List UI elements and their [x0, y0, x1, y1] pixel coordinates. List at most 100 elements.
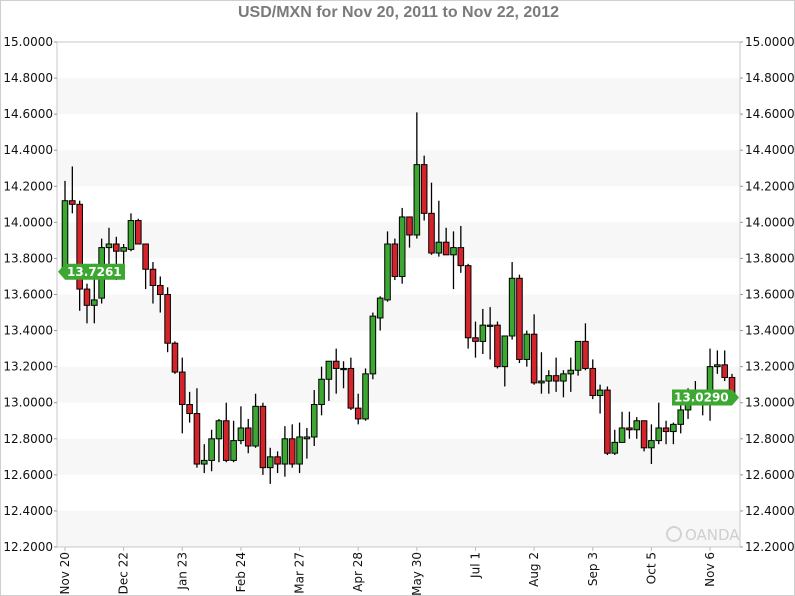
- grid-band: [57, 222, 740, 259]
- candle: [398, 207, 406, 284]
- candle: [472, 321, 479, 358]
- candle-body-down: [626, 427, 633, 431]
- candle-body-down: [428, 212, 435, 254]
- y-tick-label-left: 12.8000: [3, 432, 53, 446]
- candle-body-up: [501, 335, 509, 368]
- candle-body-down: [582, 340, 589, 369]
- y-tick-label-right: 14.8000: [745, 71, 795, 85]
- candle: [186, 391, 193, 423]
- candle-body-down: [464, 265, 472, 339]
- grid-band: [57, 150, 740, 187]
- y-tick-label-left: 13.6000: [3, 288, 53, 302]
- candle: [318, 366, 325, 416]
- candle: [391, 238, 399, 281]
- y-tick-label-right: 12.8000: [745, 432, 795, 446]
- candle: [721, 350, 729, 382]
- candle: [655, 402, 663, 445]
- candle-body-down: [222, 420, 230, 461]
- candle: [464, 263, 472, 349]
- candle: [76, 200, 83, 311]
- candle-body-up: [648, 440, 655, 449]
- candle: [640, 420, 648, 452]
- candle: [362, 368, 369, 421]
- candle-body-down: [662, 427, 670, 433]
- x-tick-label: Apr 28: [351, 552, 365, 592]
- last-price-tag-text: 13.0290: [674, 390, 729, 404]
- y-tick-label-left: 15.0000: [3, 35, 53, 49]
- candle-body-up: [105, 243, 113, 249]
- candle-body-up: [296, 436, 303, 465]
- candle: [435, 200, 443, 257]
- candle: [457, 225, 465, 273]
- candle: [604, 386, 611, 456]
- candle-body-down: [530, 333, 538, 384]
- candle: [574, 340, 582, 376]
- candle-body-up: [545, 375, 553, 382]
- candle: [83, 283, 91, 324]
- candle: [538, 352, 545, 394]
- x-tick-label: Nov 20: [58, 552, 72, 595]
- candle-body-down: [178, 371, 186, 406]
- candle: [222, 402, 230, 463]
- candle-body-up: [479, 324, 487, 342]
- candle: [369, 312, 377, 380]
- candle: [406, 216, 413, 248]
- y-tick-label-right: 13.2000: [745, 360, 795, 374]
- candle-body-down: [171, 342, 179, 373]
- candle: [156, 276, 164, 313]
- candle: [135, 218, 142, 245]
- y-tick-label-right: 14.6000: [745, 107, 795, 121]
- candle-body-down: [113, 243, 120, 252]
- y-tick-label-right: 15.0000: [745, 35, 795, 49]
- candle-body-down: [274, 456, 281, 465]
- candle: [288, 424, 296, 468]
- candle: [523, 330, 531, 367]
- y-tick-label-left: 14.2000: [3, 179, 53, 193]
- candle: [230, 420, 237, 463]
- open-price-tag-text: 13.7261: [67, 265, 122, 279]
- candle: [281, 426, 289, 477]
- candle-body-down: [354, 407, 362, 420]
- y-tick-label-right: 14.0000: [745, 215, 795, 229]
- candle-body-down: [457, 247, 465, 267]
- candle-body-up: [281, 438, 289, 465]
- y-tick-label-left: 14.0000: [3, 215, 53, 229]
- candle: [347, 357, 355, 410]
- candle-body-down: [193, 413, 201, 465]
- candle-body-down: [442, 241, 450, 256]
- candle-body-up: [384, 243, 391, 301]
- candle: [208, 429, 215, 472]
- oanda-logo-icon: [666, 526, 682, 542]
- chart-title: USD/MXN for Nov 20, 2011 to Nov 22, 2012: [237, 4, 559, 21]
- candle-body-down: [640, 420, 648, 449]
- y-tick-label-right: 12.6000: [745, 468, 795, 482]
- y-tick-label-right: 13.6000: [745, 288, 795, 302]
- candle-body-up: [618, 427, 626, 443]
- candle: [310, 390, 318, 446]
- candle-body-down: [156, 284, 164, 296]
- candle-body-down: [552, 375, 560, 382]
- y-tick-label-left: 13.0000: [3, 396, 53, 410]
- candle-body-up: [508, 277, 516, 337]
- candle-body-up: [252, 405, 259, 447]
- candle: [274, 451, 281, 474]
- candle: [149, 262, 157, 304]
- y-tick-label-right: 12.2000: [745, 540, 795, 554]
- candle-body-down: [391, 243, 399, 277]
- y-tick-label-left: 13.8000: [3, 251, 53, 265]
- grid-bands: [57, 78, 740, 547]
- candle-body-down: [494, 324, 501, 368]
- candle-body-down: [332, 360, 340, 369]
- candle-body-down: [135, 220, 142, 245]
- candle: [142, 243, 149, 290]
- candle-body-up: [486, 324, 494, 327]
- candle: [105, 227, 113, 268]
- candle: [479, 308, 487, 355]
- candle: [171, 341, 179, 374]
- candle-body-up: [127, 220, 135, 250]
- y-tick-label-left: 12.6000: [3, 468, 53, 482]
- candle-body-up: [633, 420, 641, 431]
- candle: [244, 418, 252, 454]
- candle-body-down: [516, 277, 523, 360]
